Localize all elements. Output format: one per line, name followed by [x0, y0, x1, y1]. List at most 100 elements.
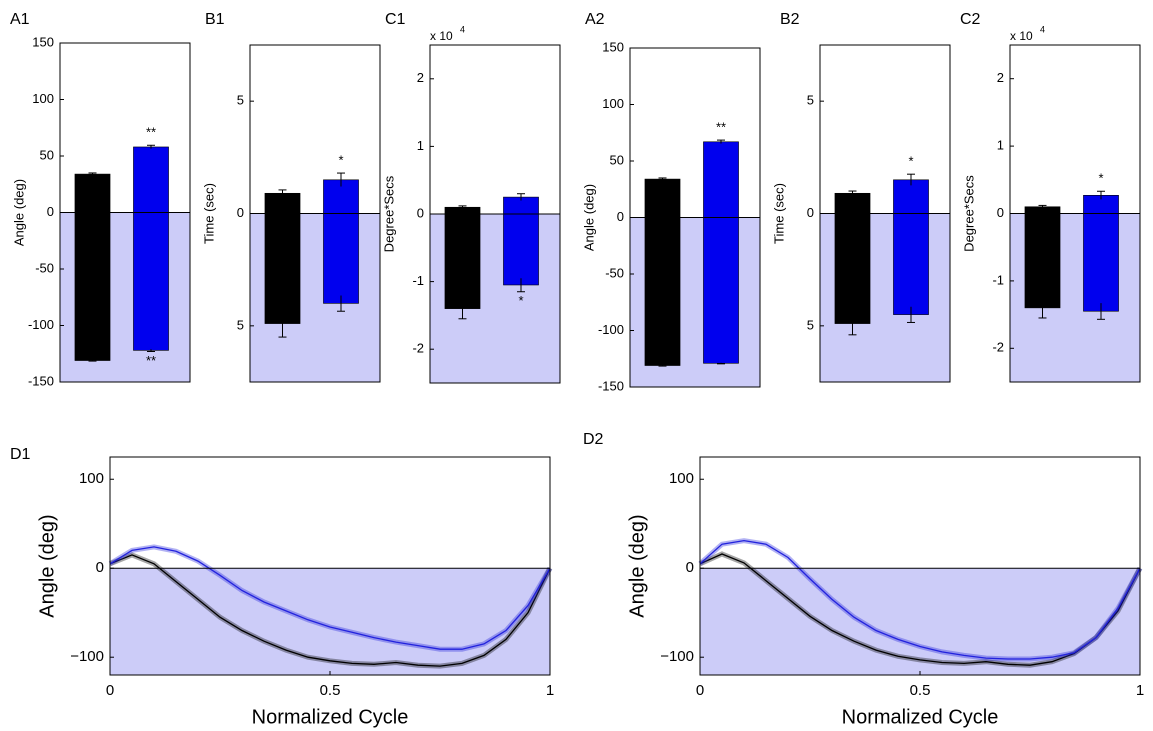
error-bar — [337, 295, 345, 312]
bar — [644, 178, 681, 218]
error-bar — [278, 189, 287, 197]
bar — [703, 141, 739, 218]
y-tick-label: 100 — [79, 470, 104, 487]
y-axis-label: Angle (deg) — [626, 514, 648, 617]
y-tick-label: 150 — [32, 34, 54, 49]
panel-label: D1 — [10, 446, 31, 463]
y-tick-label: 5 — [237, 93, 244, 108]
y-tick-label: -2 — [412, 341, 424, 356]
error-bar — [717, 139, 725, 144]
significance-mark: ** — [146, 125, 156, 140]
negative-shade — [110, 568, 550, 675]
y-tick-label: 2 — [417, 70, 424, 85]
y-axis-label: Degree*Secs — [381, 175, 396, 252]
bar — [133, 146, 169, 213]
plot-frame — [249, 44, 381, 383]
plot-frame — [109, 456, 551, 676]
error-bar — [848, 190, 857, 196]
bar — [444, 213, 481, 309]
mean-line — [699, 553, 1141, 666]
error-bar — [147, 144, 155, 149]
x-tick-label: 1 — [1136, 682, 1144, 699]
mean-line — [699, 539, 1141, 660]
y-tick-label: 150 — [602, 39, 624, 54]
y-axis-label: Angle (deg) — [11, 179, 26, 246]
x-tick-label: 1 — [546, 682, 554, 699]
error-bar — [517, 278, 525, 293]
significance-mark: * — [1098, 171, 1103, 186]
y-tick-label: -100 — [598, 322, 624, 337]
x-tick-label: 0.5 — [320, 682, 341, 699]
error-bar — [907, 173, 915, 186]
axis-multiplier-exponent: 4 — [460, 24, 465, 34]
x-tick-label: 0.5 — [910, 682, 931, 699]
plot-frame — [1009, 44, 1141, 383]
y-axis-label: Degree*Secs — [961, 175, 976, 252]
plot-frame — [629, 47, 761, 388]
plot-frame — [819, 44, 951, 383]
y-tick-label: 5 — [237, 317, 244, 332]
x-axis-label: Normalized Cycle — [252, 706, 409, 728]
y-axis-label: Time (sec) — [771, 183, 786, 244]
y-tick-label: -150 — [598, 378, 624, 393]
x-tick-label: 0 — [696, 682, 704, 699]
bar — [834, 213, 871, 324]
y-tick-label: 0 — [997, 205, 1004, 220]
error-bar — [658, 364, 667, 367]
bar — [503, 213, 539, 286]
y-tick-label: 50 — [40, 147, 54, 162]
y-tick-label: 0 — [686, 559, 694, 576]
error-bar — [658, 177, 667, 181]
bar — [644, 217, 681, 366]
y-tick-label: 1 — [417, 138, 424, 153]
error-bar — [907, 306, 915, 323]
significance-mark: ** — [146, 353, 156, 368]
x-axis-label: Normalized Cycle — [842, 706, 999, 728]
panel-label: C2 — [960, 11, 981, 28]
axis-multiplier-exponent: 4 — [1040, 24, 1045, 34]
plot-frame — [429, 44, 561, 384]
axis-multiplier: x 10 — [1010, 29, 1033, 43]
y-axis-label: Time (sec) — [201, 183, 216, 244]
error-bar — [458, 205, 467, 209]
error-bar — [278, 310, 287, 338]
y-tick-label: 0 — [237, 205, 244, 220]
bar — [74, 173, 111, 213]
y-tick-label: 1 — [997, 138, 1004, 153]
x-tick-label: 0 — [106, 682, 114, 699]
y-tick-label: 5 — [807, 93, 814, 108]
y-tick-label: 2 — [997, 70, 1004, 85]
error-bar — [517, 193, 525, 201]
significance-mark: * — [518, 293, 523, 308]
y-tick-label: 5 — [807, 317, 814, 332]
y-tick-label: -50 — [35, 260, 54, 275]
error-bar — [88, 359, 97, 362]
axis-multiplier: x 10 — [430, 29, 453, 43]
bar — [1024, 213, 1061, 309]
plot-frame — [59, 42, 191, 383]
bar — [893, 213, 929, 315]
y-tick-label: 100 — [602, 96, 624, 111]
bar — [323, 213, 359, 304]
panel-label: B2 — [780, 11, 800, 28]
significance-mark: ** — [716, 120, 726, 135]
mean-line — [109, 554, 551, 667]
y-tick-label: -2 — [992, 340, 1004, 355]
bar — [264, 213, 301, 324]
error-bar — [88, 172, 97, 176]
y-tick-label: -1 — [992, 272, 1004, 287]
significance-mark: * — [908, 154, 913, 169]
y-tick-label: −100 — [70, 648, 104, 665]
y-tick-label: −100 — [660, 648, 694, 665]
error-bar — [1097, 303, 1105, 320]
y-tick-label: -50 — [605, 265, 624, 280]
panel-label: B1 — [205, 11, 225, 28]
y-tick-label: -100 — [28, 317, 54, 332]
bar — [133, 212, 169, 351]
error-bar — [147, 349, 155, 352]
error-bar — [337, 172, 345, 187]
error-bar — [458, 298, 467, 320]
y-tick-label: 0 — [617, 209, 624, 224]
bar — [74, 212, 111, 361]
